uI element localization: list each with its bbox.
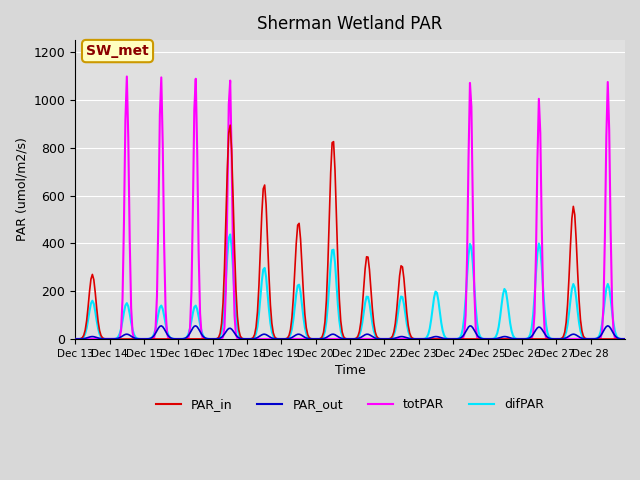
Y-axis label: PAR (umol/m2/s): PAR (umol/m2/s)	[15, 138, 28, 241]
Text: SW_met: SW_met	[86, 44, 149, 58]
Legend: PAR_in, PAR_out, totPAR, difPAR: PAR_in, PAR_out, totPAR, difPAR	[151, 394, 549, 416]
X-axis label: Time: Time	[335, 364, 365, 377]
Title: Sherman Wetland PAR: Sherman Wetland PAR	[257, 15, 443, 33]
